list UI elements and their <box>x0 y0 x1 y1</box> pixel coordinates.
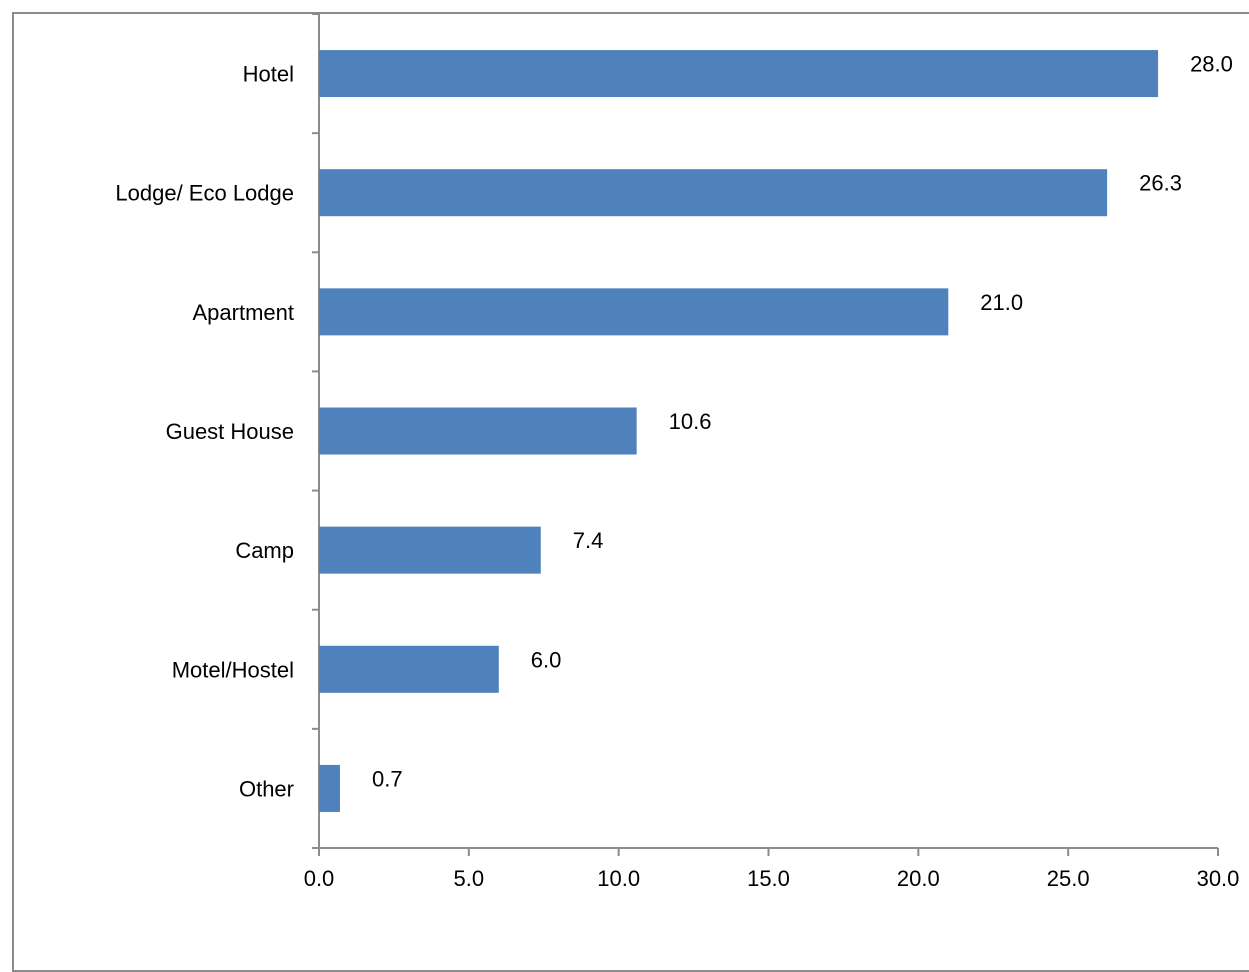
x-tick-labels: 0.0 5.0 10.0 15.0 20.0 25.0 30.0 <box>304 866 1240 891</box>
data-label: 21.0 <box>980 290 1023 315</box>
x-tick-label: 10.0 <box>597 866 640 891</box>
category-label: Apartment <box>193 300 295 325</box>
bar <box>319 50 1159 98</box>
data-label: 26.3 <box>1139 171 1182 196</box>
category-label: Lodge/ Eco Lodge <box>115 181 294 206</box>
x-tick-label: 5.0 <box>454 866 485 891</box>
x-tick-label: 0.0 <box>304 866 335 891</box>
data-label: 10.6 <box>669 409 712 434</box>
x-tick-label: 25.0 <box>1047 866 1090 891</box>
bar <box>319 288 949 336</box>
value-labels: 28.0 26.3 21.0 10.6 7.4 6.0 0.7 <box>372 52 1233 792</box>
category-label: Other <box>239 776 294 801</box>
bars-group <box>319 50 1159 812</box>
data-label: 6.0 <box>531 647 562 672</box>
bar <box>319 407 637 455</box>
bar <box>319 645 499 693</box>
data-label: 7.4 <box>573 528 604 553</box>
category-label: Hotel <box>243 62 294 87</box>
data-label: 0.7 <box>372 766 403 791</box>
data-label: 28.0 <box>1190 52 1233 77</box>
bar <box>319 169 1108 217</box>
x-tick-label: 15.0 <box>747 866 790 891</box>
bar <box>319 526 541 574</box>
category-label: Guest House <box>166 419 294 444</box>
category-labels: Hotel Lodge/ Eco Lodge Apartment Guest Hous… <box>115 62 294 802</box>
category-label: Motel/Hostel <box>172 657 294 682</box>
category-label: Camp <box>235 538 294 563</box>
bar <box>319 764 340 812</box>
x-tick-label: 30.0 <box>1197 866 1240 891</box>
x-tick-label: 20.0 <box>897 866 940 891</box>
